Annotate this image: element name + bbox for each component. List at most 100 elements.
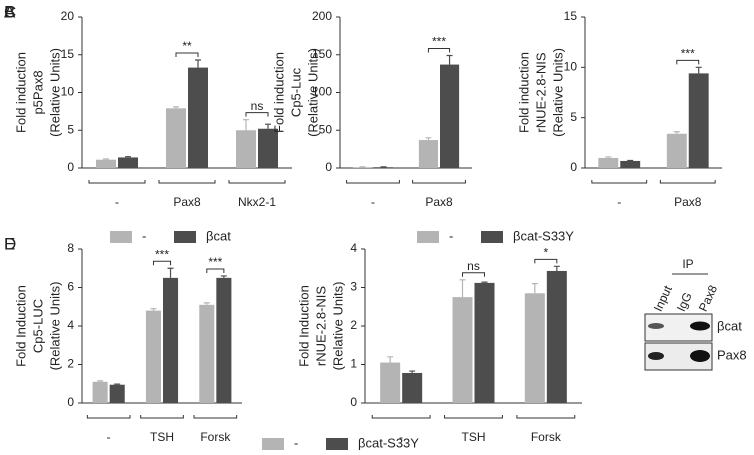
x-tick-label: Forsk: [531, 430, 562, 444]
y-axis-label: Fold induction: [516, 52, 531, 133]
significance-label: ns: [251, 99, 264, 113]
error-bar: [167, 267, 174, 278]
lane-label: IgG: [674, 290, 695, 313]
y-axis-label: (Relative Units): [305, 48, 320, 137]
legend-label: -: [142, 228, 146, 243]
y-tick-label: 15: [564, 9, 578, 23]
y-tick-label: 4: [67, 318, 74, 332]
error-bar: [125, 156, 131, 158]
y-tick-label: 0: [325, 160, 332, 174]
error-bar: [425, 137, 432, 141]
panel-letter: E: [4, 234, 15, 253]
y-tick-label: 0: [350, 395, 357, 409]
legend-swatch: [326, 438, 348, 450]
x-tick-label: Pax8: [674, 195, 702, 209]
category-bracket: [591, 180, 648, 184]
bar: [216, 277, 232, 403]
panel: E Fold Induction rNUE-2.8-NIS (Relative Uni…: [4, 234, 582, 444]
panel-letter: C: [4, 2, 16, 21]
y-tick-label: 0: [67, 160, 74, 174]
significance-bracket: [427, 48, 451, 53]
y-tick-label: 100: [312, 85, 332, 99]
bar: [109, 384, 125, 403]
y-tick-label: 1: [350, 357, 357, 371]
y-tick-label: 10: [61, 85, 75, 99]
error-bar: [446, 54, 453, 65]
category-bracket: [158, 180, 216, 184]
bar: [166, 108, 186, 168]
significance-bracket: [676, 59, 700, 65]
y-tick-label: 200: [312, 9, 332, 23]
error-bar: [97, 380, 104, 382]
x-tick-label: Pax8: [173, 195, 201, 209]
x-tick-label: -: [371, 195, 375, 209]
y-axis-label: (Relative Units): [550, 48, 565, 137]
error-bar: [531, 283, 538, 294]
bar: [620, 160, 641, 168]
row-label: βcat: [717, 318, 742, 333]
category-bracket: [228, 180, 286, 184]
significance-bracket: [175, 52, 199, 58]
category-bracket: [346, 180, 400, 184]
y-axis-label: (Relative Units): [330, 282, 345, 371]
y-axis-label: rNUE-2.8-NIS: [313, 286, 328, 367]
x-tick-label: Pax8: [425, 195, 453, 209]
error-bar: [387, 356, 394, 363]
y-tick-label: 0: [67, 395, 74, 409]
category-bracket: [371, 415, 431, 419]
error-bar: [195, 59, 201, 68]
y-tick-label: 8: [67, 241, 74, 255]
legend-swatch: [481, 231, 503, 243]
category-bracket: [412, 180, 466, 184]
x-tick-label: -: [399, 430, 403, 444]
error-bar: [220, 275, 227, 278]
legend-label: βcat-S33Y: [358, 435, 419, 450]
y-tick-label: 10: [564, 60, 578, 74]
panel-letter: B: [4, 2, 15, 21]
y-tick-label: 6: [67, 280, 74, 294]
band: [648, 352, 664, 360]
bar: [440, 64, 460, 168]
x-tick-label: Forsk: [200, 430, 231, 444]
band: [648, 323, 664, 329]
error-bar: [103, 158, 109, 160]
y-axis-label: p5Pax8: [30, 70, 45, 114]
error-bar: [203, 302, 210, 305]
significance-bracket: [462, 272, 485, 277]
y-tick-label: 0: [570, 160, 577, 174]
panel-letter: D: [4, 234, 16, 253]
legend-label: -: [449, 228, 453, 243]
bar: [258, 128, 278, 168]
legend-swatch: [174, 231, 196, 243]
y-axis-label: Fold induction: [13, 52, 28, 133]
bar: [188, 67, 208, 168]
y-tick-label: 4: [350, 241, 357, 255]
y-tick-label: 50: [319, 122, 333, 136]
bar: [418, 140, 438, 168]
bar: [474, 282, 495, 403]
legend-swatch: [110, 231, 132, 243]
y-tick-label: 5: [570, 110, 577, 124]
bar: [118, 157, 138, 168]
band: [690, 350, 710, 362]
significance-label: ***: [681, 47, 695, 61]
significance-bracket: [245, 112, 269, 117]
error-bar: [695, 66, 702, 74]
category-bracket: [88, 180, 146, 184]
error-bar: [553, 265, 560, 271]
y-axis-label: Cp5-LUC: [30, 299, 45, 353]
error-bar: [265, 123, 271, 129]
significance-label: ***: [155, 247, 169, 261]
error-bar: [243, 119, 249, 131]
error-bar: [150, 308, 157, 311]
x-tick-label: -: [115, 195, 119, 209]
bar: [145, 310, 161, 403]
x-tick-label: -: [107, 430, 111, 444]
y-axis-label: Fold Induction: [296, 285, 311, 367]
y-tick-label: 3: [350, 280, 357, 294]
row-label: Pax8: [717, 347, 747, 362]
